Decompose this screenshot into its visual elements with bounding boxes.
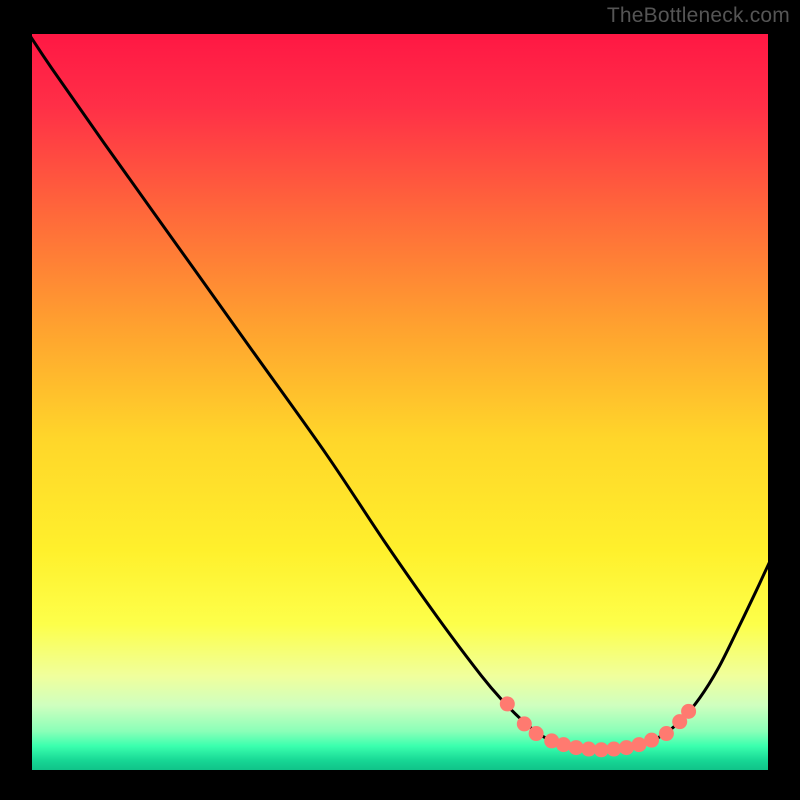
data-marker (517, 716, 532, 731)
plot-overlay (0, 0, 800, 800)
data-marker (619, 740, 634, 755)
data-marker (659, 726, 674, 741)
data-marker (529, 726, 544, 741)
bottleneck-curve (30, 36, 770, 750)
chart-stage: TheBottleneck.com (0, 0, 800, 800)
data-marker (556, 737, 571, 752)
data-marker (644, 733, 659, 748)
data-marker (500, 696, 515, 711)
data-marker (681, 704, 696, 719)
